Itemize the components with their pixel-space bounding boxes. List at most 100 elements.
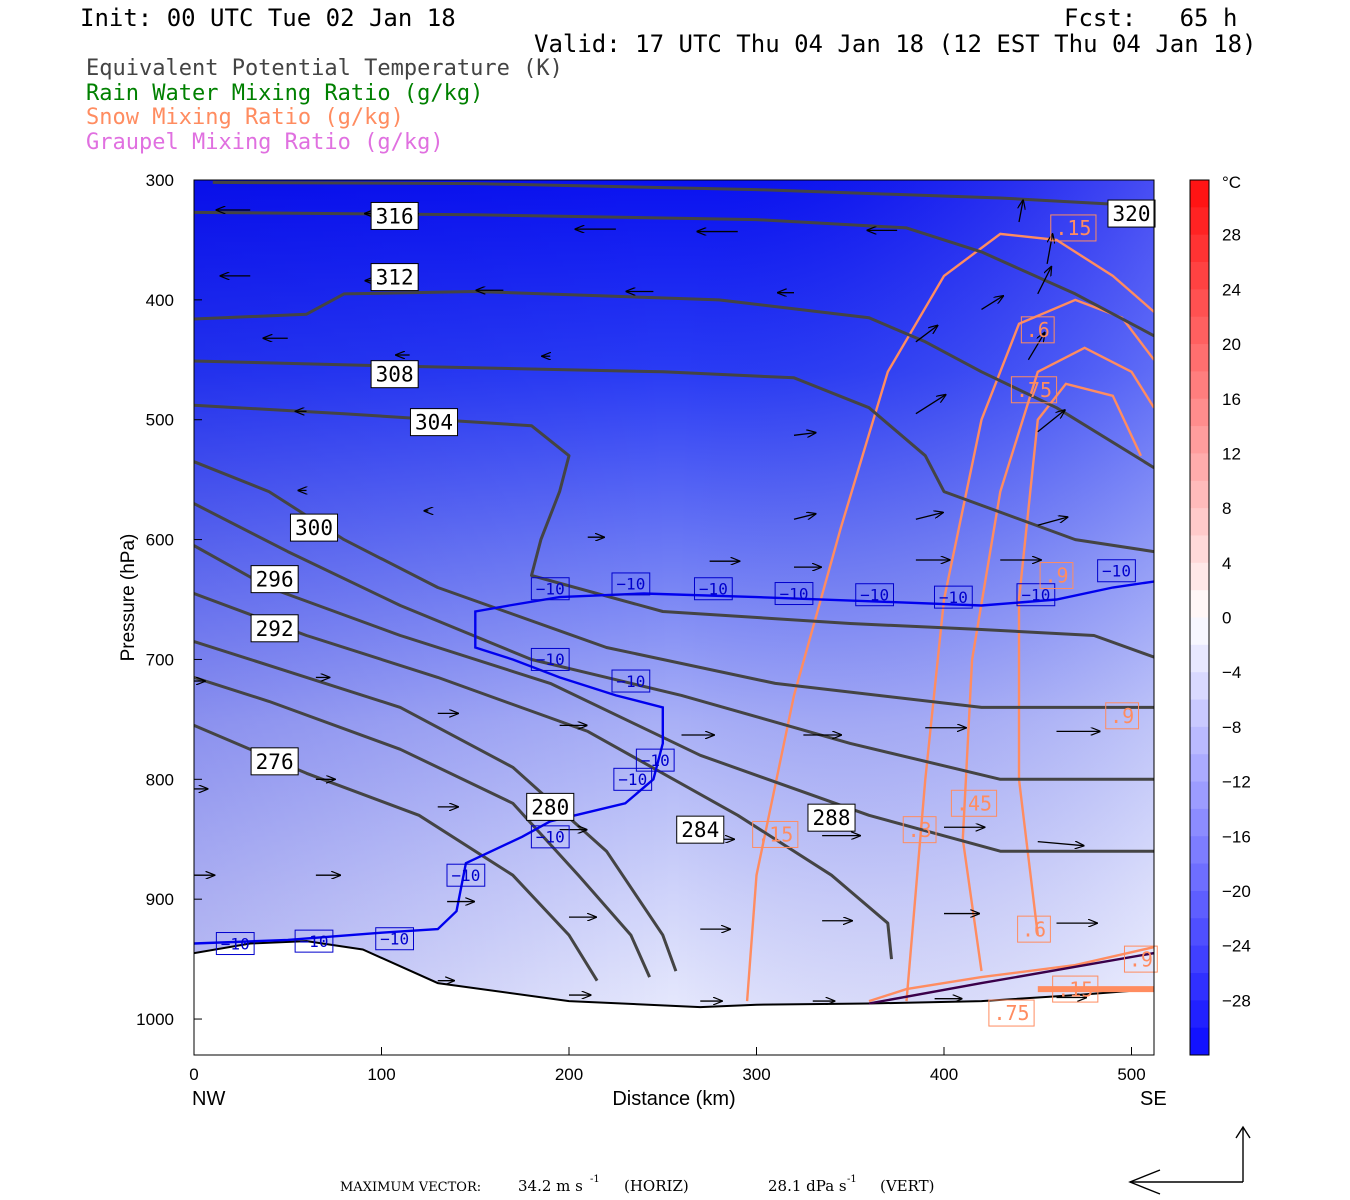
colorbar-bin bbox=[1190, 180, 1209, 208]
snow-label-text: .15 bbox=[757, 823, 793, 847]
isotherm-label: −10 bbox=[635, 748, 675, 772]
valid-time: Valid: 17 UTC Thu 04 Jan 18 (12 EST Thu … bbox=[534, 30, 1257, 58]
colorbar-bin bbox=[1190, 808, 1209, 837]
colorbar: °C 28 24 20 16 12 8 4 0 −4 −8 −12 −16 −20 −24 −28 bbox=[1189, 173, 1251, 1056]
isotherm-label: −10 bbox=[693, 577, 733, 601]
init-time: Init: 00 UTC Tue 02 Jan 18 bbox=[80, 4, 456, 32]
isotherm-label-text: −10 bbox=[221, 934, 250, 953]
wind-vector bbox=[1037, 410, 1065, 433]
snow-label-text: .9 bbox=[1129, 947, 1153, 971]
colorbar-label: 20 bbox=[1222, 335, 1241, 354]
y-tick-label: 600 bbox=[146, 531, 174, 550]
x-tick-label: 400 bbox=[930, 1065, 958, 1084]
colorbar-label: 4 bbox=[1222, 554, 1231, 573]
theta-e-contour bbox=[194, 290, 1154, 469]
x-tick-label: 100 bbox=[367, 1065, 395, 1084]
theta-e-label: 280 bbox=[526, 792, 575, 821]
colorbar-label: 12 bbox=[1222, 444, 1241, 463]
isotherm-label-text: −10 bbox=[300, 932, 329, 951]
wind-vector bbox=[1037, 842, 1084, 846]
colorbar-bin bbox=[1190, 480, 1209, 509]
snow-label: .9 bbox=[1123, 945, 1158, 973]
x-tick-label: 200 bbox=[555, 1065, 583, 1084]
snow-label: .75 bbox=[988, 999, 1035, 1027]
snow-label-text: .6 bbox=[1022, 917, 1046, 941]
snow-label-box bbox=[1039, 562, 1074, 590]
y-tick-label: 500 bbox=[146, 411, 174, 430]
wind-vector bbox=[1037, 267, 1052, 295]
isotherm-label-text: −10 bbox=[451, 866, 480, 885]
snow-label-box bbox=[1020, 316, 1055, 344]
snow-label-box bbox=[1105, 702, 1140, 730]
theta-e-label-box bbox=[676, 815, 725, 844]
isotherm-label-box bbox=[933, 585, 973, 609]
isotherm-label: −10 bbox=[1097, 559, 1136, 583]
theta-e-contours bbox=[194, 180, 1154, 982]
snow-label-text: .9 bbox=[1110, 704, 1134, 728]
isotherm-label-box bbox=[1097, 559, 1136, 583]
theta-e-label-text: 304 bbox=[415, 411, 453, 435]
snow-contours bbox=[745, 232, 1154, 1005]
colorbar-bin bbox=[1190, 617, 1209, 646]
theta-e-contour bbox=[194, 640, 678, 972]
wind-vector bbox=[1019, 200, 1023, 223]
snow-label: .75 bbox=[1010, 376, 1058, 404]
isotherm-label: −10 bbox=[1016, 583, 1056, 607]
isotherm-label-text: −10 bbox=[699, 579, 728, 598]
snow-label-box bbox=[752, 820, 799, 848]
wind-vector bbox=[1027, 333, 1044, 361]
colorbar-label: −16 bbox=[1222, 827, 1251, 846]
y-axis-label: Pressure (hPa) bbox=[118, 534, 139, 662]
theta-e-label-box bbox=[370, 360, 419, 389]
snow-label: .15 bbox=[1052, 975, 1099, 1003]
snow-label-box bbox=[902, 816, 937, 844]
isotherm-label-box bbox=[215, 932, 255, 956]
theta-e-contour bbox=[194, 675, 651, 978]
colorbar-label: −20 bbox=[1222, 882, 1251, 901]
theta-e-contour bbox=[194, 502, 1154, 781]
theta-e-label-box bbox=[526, 792, 575, 821]
wind-vector bbox=[915, 512, 943, 520]
max-vector-label: MAXIMUM VECTOR: bbox=[340, 1180, 481, 1195]
theta-e-contour bbox=[194, 359, 1154, 554]
minus10-isotherm bbox=[194, 580, 1154, 945]
colorbar-bin bbox=[1190, 289, 1209, 318]
theta-e-label: 300 bbox=[289, 513, 339, 542]
colorbar-bin bbox=[1190, 590, 1209, 618]
theta-e-label-box bbox=[1107, 199, 1156, 228]
x-tick-label: 500 bbox=[1117, 1065, 1145, 1084]
snow-label-text: .75 bbox=[1016, 378, 1052, 402]
isotherm-label-text: −10 bbox=[1102, 562, 1131, 581]
isotherm-label-text: −10 bbox=[616, 672, 645, 691]
isotherm-label-text: −10 bbox=[536, 828, 565, 847]
theta-e-label-text: 300 bbox=[295, 516, 333, 540]
isotherm-label-box bbox=[530, 825, 570, 849]
wind-vector bbox=[793, 433, 816, 436]
colorbar-bin bbox=[1190, 699, 1209, 728]
x-axis-label: Distance (km) bbox=[612, 1088, 735, 1110]
theta-e-label-text: 284 bbox=[681, 818, 719, 842]
axes: 300 400 500 600 700 800 900 1000 0 100 200 300 400 50… bbox=[118, 171, 1167, 1110]
isotherm-label: −10 bbox=[375, 927, 415, 951]
isotherm-label: −10 bbox=[611, 669, 651, 693]
max-vector-vert-unit: (VERT) bbox=[880, 1177, 935, 1195]
colorbar-bin bbox=[1190, 508, 1209, 536]
isotherm-label: −10 bbox=[446, 863, 486, 887]
isotherm-label-text: −10 bbox=[641, 751, 670, 770]
theta-e-label-text: 296 bbox=[256, 568, 294, 592]
theta-e-contour bbox=[212, 180, 1154, 208]
theta-e-label: 276 bbox=[250, 747, 299, 776]
max-vector-vert-exp: -1 bbox=[847, 1174, 857, 1185]
theta-e-label-box bbox=[409, 408, 459, 437]
colorbar-label: 28 bbox=[1222, 226, 1241, 245]
isotherm-label: −10 bbox=[215, 932, 255, 956]
x-end-label-right: SE bbox=[1140, 1088, 1167, 1110]
snow-label-box bbox=[1050, 214, 1097, 242]
snow-label-text: .9 bbox=[1044, 564, 1068, 588]
theta-e-label-text: 280 bbox=[531, 795, 569, 819]
isotherm-label: −10 bbox=[530, 577, 570, 601]
colorbar-label: −12 bbox=[1222, 773, 1251, 792]
wind-vector bbox=[793, 514, 816, 519]
colorbar-frame bbox=[1189, 179, 1210, 1056]
isotherm-label: −10 bbox=[294, 929, 334, 953]
